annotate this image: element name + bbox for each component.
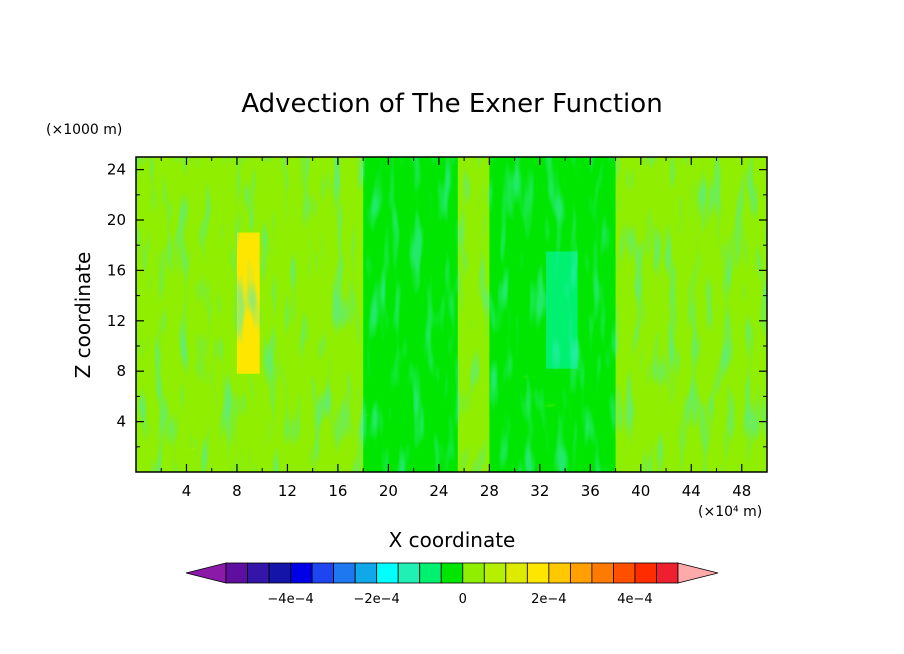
x-tick-label: 20 bbox=[379, 482, 398, 500]
y-axis-label: Z coordinate bbox=[71, 252, 95, 379]
x-tick-label: 48 bbox=[732, 482, 751, 500]
colorbar-tick-label: −4e−4 bbox=[267, 592, 313, 607]
colorbar-tick-label: 2e−4 bbox=[531, 592, 566, 607]
plot-frame bbox=[135, 156, 768, 473]
colorbar-high-triangle bbox=[677, 562, 719, 584]
colorbar-box bbox=[440, 562, 464, 584]
colorbar-box bbox=[462, 562, 485, 584]
colorbar-box bbox=[656, 562, 679, 584]
colorbar-box bbox=[483, 562, 507, 584]
x-unit-label: (×10⁴ m) bbox=[698, 504, 762, 520]
colorbar: −4e−4 −2e−4 0 2e−4 4e−4 bbox=[185, 562, 719, 607]
colorbar-box bbox=[526, 562, 550, 584]
colorbar-box bbox=[354, 562, 378, 584]
y-tick-label: 12 bbox=[107, 312, 126, 330]
colorbar-tick-label: −2e−4 bbox=[354, 592, 400, 607]
colorbar-box bbox=[397, 562, 421, 584]
colorbar-box bbox=[376, 562, 399, 584]
texture-lower-band bbox=[136, 375, 767, 472]
colorbar-box bbox=[634, 562, 657, 584]
x-tick-label: 8 bbox=[232, 482, 242, 500]
colorbar-box bbox=[225, 562, 248, 584]
colorbar-box bbox=[548, 562, 571, 584]
x-tick-label: 28 bbox=[480, 482, 499, 500]
colorbar-box bbox=[505, 562, 528, 584]
y-tick-label: 20 bbox=[107, 211, 126, 229]
y-tick-label: 16 bbox=[107, 261, 126, 279]
x-tick-label: 4 bbox=[182, 482, 192, 500]
y-tick-label: 4 bbox=[116, 413, 126, 431]
y-unit-label: (×1000 m) bbox=[46, 122, 122, 138]
colorbar-low-triangle bbox=[185, 562, 227, 584]
x-tick-label: 40 bbox=[631, 482, 650, 500]
colorbar-box bbox=[569, 562, 593, 584]
colorbar-tick-label: 0 bbox=[459, 592, 467, 607]
chart-title: Advection of The Exner Function bbox=[241, 89, 662, 119]
x-tick-label: 12 bbox=[278, 482, 297, 500]
x-tick-label: 16 bbox=[328, 482, 347, 500]
colorbar-box bbox=[591, 562, 614, 584]
colorbar-box bbox=[333, 562, 356, 584]
y-tick-label: 24 bbox=[107, 161, 126, 179]
x-tick-label: 36 bbox=[581, 482, 600, 500]
colorbar-box bbox=[268, 562, 291, 584]
colorbar-box bbox=[613, 562, 636, 584]
y-tick-label: 8 bbox=[116, 362, 126, 380]
x-tick-label: 44 bbox=[682, 482, 701, 500]
colorbar-box bbox=[247, 562, 270, 584]
colorbar-box bbox=[290, 562, 313, 584]
x-tick-label: 32 bbox=[530, 482, 549, 500]
x-axis-label: X coordinate bbox=[389, 528, 516, 552]
plot-field bbox=[136, 157, 767, 472]
colorbar-tick-label: 4e−4 bbox=[617, 592, 652, 607]
colorbar-box bbox=[419, 562, 442, 584]
x-tick-label: 24 bbox=[429, 482, 448, 500]
colorbar-box bbox=[311, 562, 335, 584]
